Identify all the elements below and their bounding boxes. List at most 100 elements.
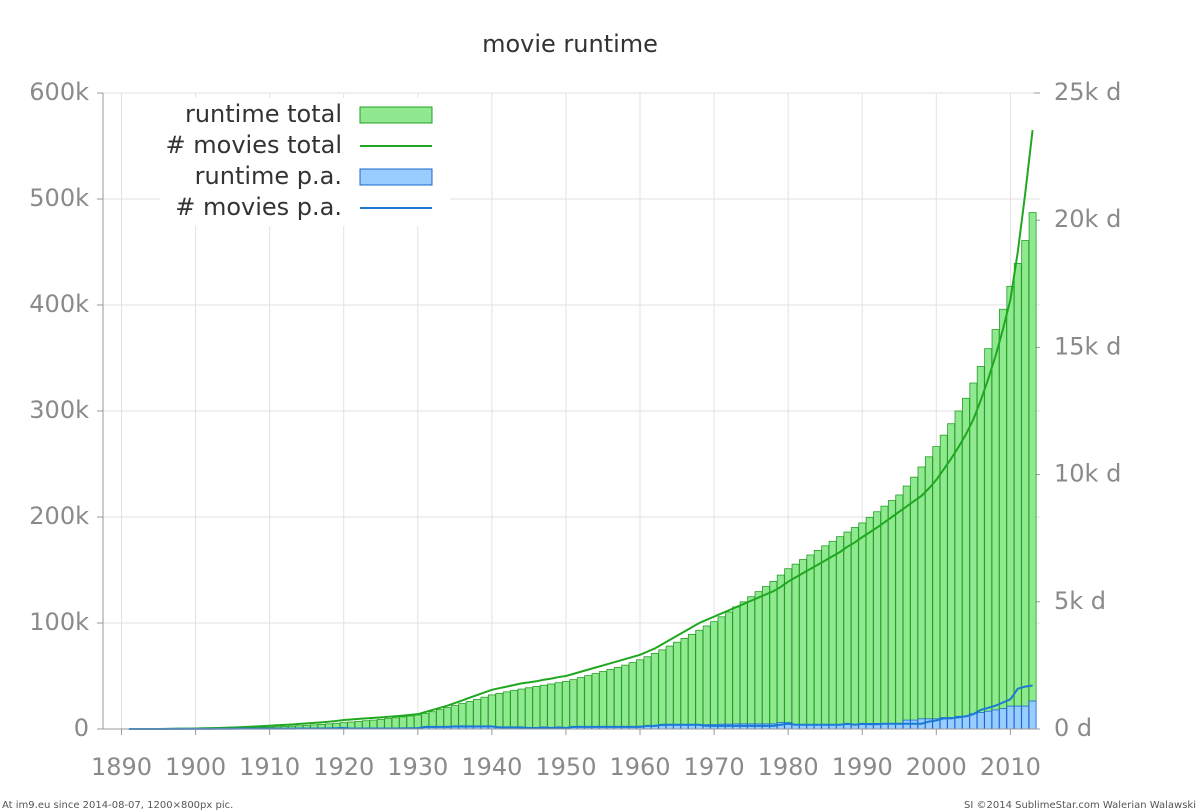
bar — [495, 692, 504, 730]
bar — [806, 554, 815, 730]
legend-swatch — [359, 106, 433, 124]
y2-tick-label: 10k d — [1054, 460, 1121, 488]
bar — [628, 662, 637, 730]
bar — [665, 645, 674, 730]
bar — [532, 686, 541, 730]
y-tick-label: 400k — [29, 290, 89, 318]
bar — [673, 641, 681, 730]
y-tick-label: 500k — [29, 184, 89, 212]
bar — [880, 505, 889, 730]
bar — [606, 669, 615, 730]
bar — [754, 591, 763, 730]
bar — [873, 511, 881, 730]
y-tick-label: 200k — [29, 502, 89, 530]
y2-tick-label: 15k d — [1054, 332, 1121, 360]
bar — [695, 629, 704, 730]
bar — [487, 694, 496, 730]
bar — [999, 308, 1007, 730]
bar — [473, 699, 481, 730]
bar — [680, 638, 689, 730]
bar — [843, 724, 852, 730]
bar — [1013, 263, 1022, 730]
bar — [1006, 285, 1015, 730]
bar — [399, 716, 407, 730]
bar — [969, 713, 978, 730]
x-tick-label: 1910 — [239, 753, 300, 781]
y-tick-label: 300k — [29, 396, 89, 424]
bar — [939, 434, 948, 730]
bar — [1013, 705, 1022, 730]
bar — [687, 633, 696, 730]
legend-label: runtime p.a. — [195, 162, 342, 190]
bar — [591, 673, 600, 730]
bar — [517, 688, 526, 730]
bar — [887, 500, 896, 730]
chart-title: movie runtime — [482, 30, 658, 58]
bar — [739, 601, 748, 730]
bar — [643, 656, 652, 730]
x-tick-label: 1980 — [758, 753, 819, 781]
bar — [947, 423, 956, 730]
bar — [969, 382, 978, 730]
bar — [547, 683, 556, 730]
bar — [658, 649, 667, 730]
bar — [717, 616, 726, 730]
bar — [791, 563, 800, 730]
x-tick-label: 2000 — [906, 753, 967, 781]
bar — [976, 712, 985, 730]
bar — [554, 682, 563, 730]
bar — [650, 653, 659, 730]
bar — [1006, 705, 1015, 730]
bar — [539, 684, 548, 730]
bar — [1021, 240, 1030, 730]
y-tick-label: 0 — [74, 714, 89, 742]
bar — [769, 581, 778, 730]
y2-tick-label: 0 d — [1054, 714, 1092, 742]
bar — [1028, 212, 1037, 730]
bar — [584, 675, 593, 730]
line — [128, 129, 1034, 730]
bar — [813, 550, 822, 730]
bar — [865, 516, 874, 730]
x-tick-label: 1920 — [313, 753, 374, 781]
bar — [465, 701, 474, 730]
bar — [991, 329, 1000, 730]
y2-tick-label: 20k d — [1054, 205, 1121, 233]
bar — [613, 667, 622, 730]
bar — [828, 540, 837, 730]
bar — [984, 348, 993, 730]
bar — [858, 522, 867, 730]
bar — [843, 531, 852, 730]
legend-swatch — [359, 168, 433, 186]
bar — [502, 691, 511, 730]
bar — [821, 545, 830, 730]
bar — [732, 606, 741, 730]
bar — [621, 664, 630, 730]
bar — [391, 717, 400, 730]
bar — [1028, 700, 1037, 730]
bar — [406, 715, 415, 730]
bar — [954, 410, 963, 730]
x-tick-label: 1960 — [609, 753, 670, 781]
footer-left: At im9.eu since 2014-08-07, 1200×800px p… — [2, 800, 233, 811]
x-tick-label: 1900 — [165, 753, 226, 781]
x-tick-label: 1940 — [461, 753, 522, 781]
bar — [984, 710, 993, 730]
x-tick-label: 1970 — [684, 753, 745, 781]
bar — [524, 687, 533, 730]
legend-label: # movies total — [166, 131, 342, 159]
bar — [636, 659, 644, 730]
bar — [932, 446, 941, 730]
footer-right: SI ©2014 SublimeStar.com Walerian Walaws… — [964, 800, 1196, 811]
bar — [858, 724, 867, 730]
bar — [895, 494, 904, 730]
bar — [724, 611, 733, 730]
x-tick-label: 2010 — [980, 753, 1041, 781]
bar — [458, 703, 467, 730]
bar — [799, 559, 807, 730]
y-tick-label: 100k — [29, 608, 89, 636]
bar — [776, 574, 785, 730]
bar — [510, 689, 519, 730]
x-tick-label: 1950 — [535, 753, 596, 781]
